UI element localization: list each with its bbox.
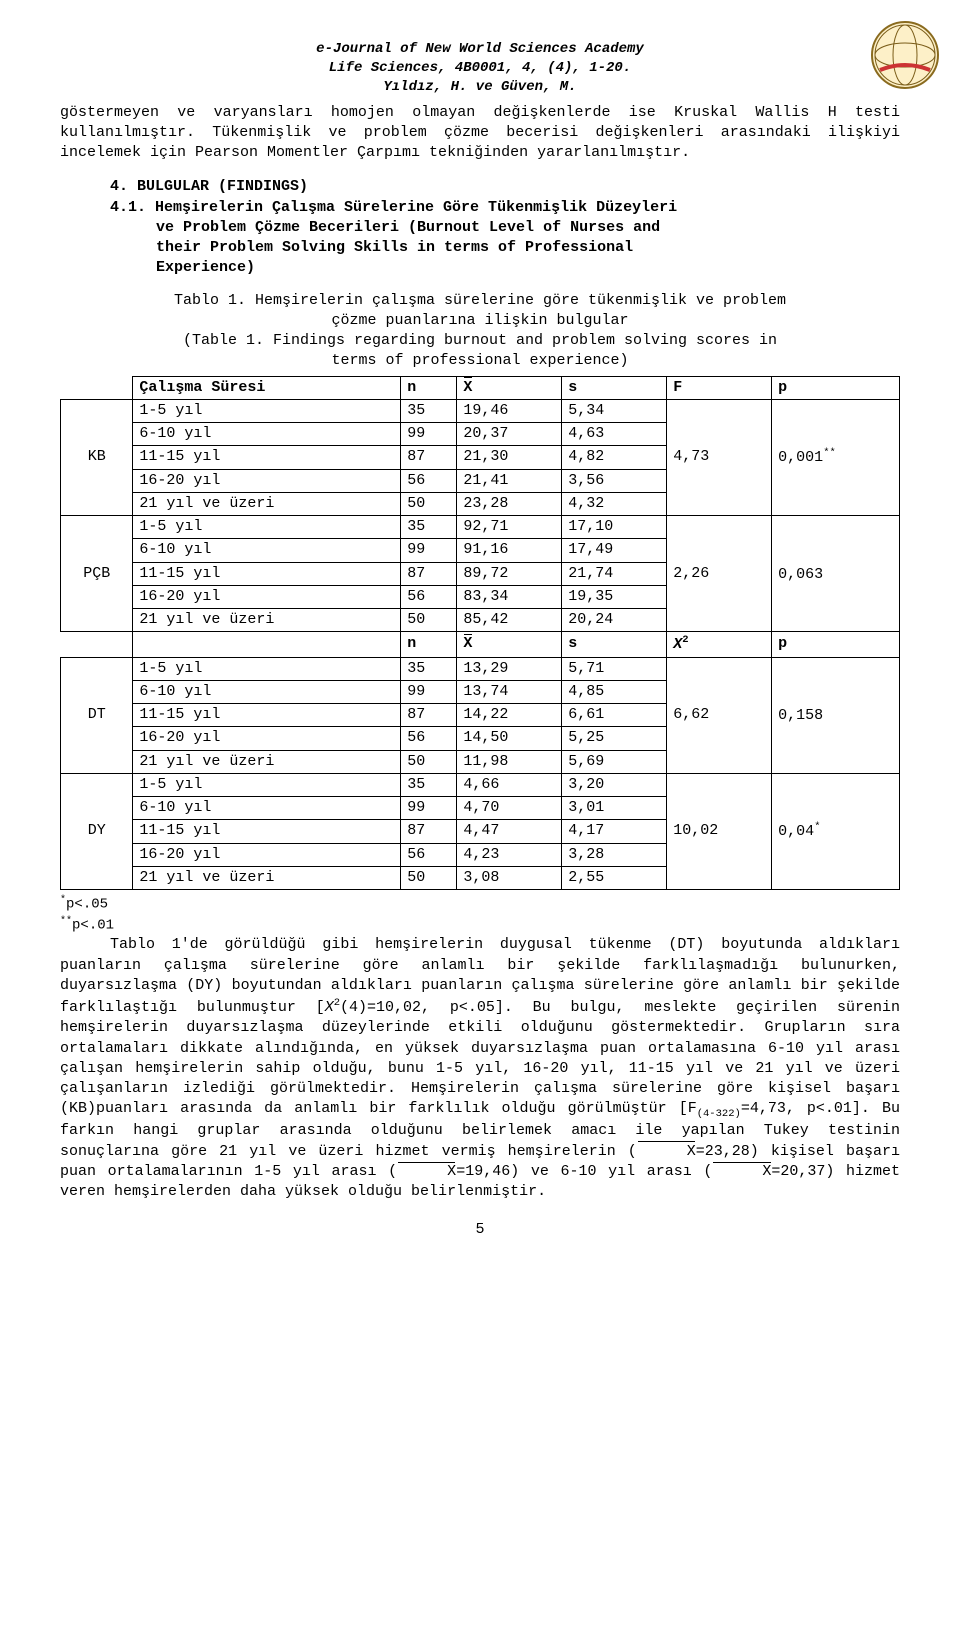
col2-mean: X xyxy=(457,632,562,657)
table-caption-en-l1: (Table 1. Findings regarding burnout and… xyxy=(60,331,900,351)
col-p: p xyxy=(772,376,900,399)
journal-header: e-Journal of New World Sciences Academy … xyxy=(60,40,900,97)
section-4-1-heading-l2: ve Problem Çözme Becerileri (Burnout Lev… xyxy=(156,218,900,238)
group-KB: KB xyxy=(61,399,133,515)
group-DT: DT xyxy=(61,657,133,773)
table-header-row-1: Çalışma Süresi n X s F p xyxy=(61,376,900,399)
footnote-p01: **p<.01 xyxy=(60,915,900,936)
group-DY: DY xyxy=(61,773,133,889)
table-header-row-2: n X s X2 p xyxy=(61,632,900,657)
findings-table: Çalışma Süresi n X s F p KB 1-5 yıl3519,… xyxy=(60,376,900,891)
PCB-F: 2,26 xyxy=(667,516,772,632)
page-number: 5 xyxy=(60,1220,900,1240)
col2-X2: X2 xyxy=(667,632,772,657)
header-line-2: Life Sciences, 4B0001, 4, (4), 1-20. xyxy=(60,59,900,78)
nwsa-logo-icon xyxy=(870,20,940,90)
PCB-p: 0,063 xyxy=(772,516,900,632)
table-caption-en-l2: terms of professional experience) xyxy=(60,351,900,371)
footnote-p05: *p<.05 xyxy=(60,894,900,915)
paragraph-discussion: Tablo 1'de görüldüğü gibi hemşirelerin d… xyxy=(60,935,900,1202)
header-line-3: Yıldız, H. ve Güven, M. xyxy=(60,78,900,97)
table-caption-tr-l1: Tablo 1. Hemşirelerin çalışma sürelerine… xyxy=(60,291,900,311)
col-mean: X xyxy=(457,376,562,399)
section-4-1-heading-l1: 4.1. Hemşirelerin Çalışma Sürelerine Gör… xyxy=(110,198,900,218)
table-caption-tr-l2: çözme puanlarına ilişkin bulgular xyxy=(60,311,900,331)
KB-F: 4,73 xyxy=(667,399,772,515)
table-row: DT 1-5 yıl3513,295,71 6,62 0,158 xyxy=(61,657,900,680)
col-n: n xyxy=(401,376,457,399)
section-4-1-heading-l4: Experience) xyxy=(156,258,900,278)
table-row: PÇB 1-5 yıl3592,7117,10 2,26 0,063 xyxy=(61,516,900,539)
col-experience: Çalışma Süresi xyxy=(133,376,401,399)
DY-p: 0,04* xyxy=(772,773,900,889)
paragraph-intro: göstermeyen ve varyansları homojen olmay… xyxy=(60,103,900,164)
table-row: KB 1-5 yıl3519,465,34 4,73 0,001** xyxy=(61,399,900,422)
KB-p: 0,001** xyxy=(772,399,900,515)
col-s: s xyxy=(562,376,667,399)
section-4-heading: 4. BULGULAR (FINDINGS) xyxy=(60,177,900,197)
header-line-1: e-Journal of New World Sciences Academy xyxy=(60,40,900,59)
col-F: F xyxy=(667,376,772,399)
col2-n: n xyxy=(401,632,457,657)
DT-X2: 6,62 xyxy=(667,657,772,773)
section-4-1-heading-l3: their Problem Solving Skills in terms of… xyxy=(156,238,900,258)
DY-X2: 10,02 xyxy=(667,773,772,889)
group-PCB: PÇB xyxy=(61,516,133,632)
table-row: DY 1-5 yıl354,663,20 10,02 0,04* xyxy=(61,773,900,796)
col2-s: s xyxy=(562,632,667,657)
col2-p: p xyxy=(772,632,900,657)
DT-p: 0,158 xyxy=(772,657,900,773)
